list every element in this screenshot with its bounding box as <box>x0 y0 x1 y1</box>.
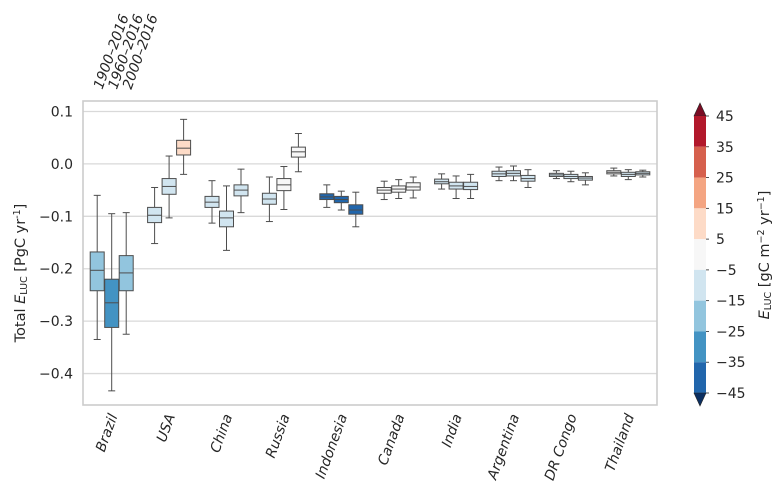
colorbar-label: ELUC [gC m−2 yr−1] <box>756 191 774 320</box>
y-axis-ticks: 0.1 0.0 −0.1 −0.2 −0.3 −0.4 <box>39 104 73 382</box>
x-tick-label: Russia <box>263 412 294 460</box>
colorbar-level <box>694 116 706 147</box>
boxplot <box>261 176 277 223</box>
boxplot <box>147 186 163 245</box>
x-tick-label: Brazil <box>93 412 121 454</box>
grid-lines <box>83 110 657 375</box>
y-axis-label: Total ELUC [PgC yr-1] <box>12 204 30 344</box>
boxplot <box>548 170 564 180</box>
colorbar-level <box>694 362 706 393</box>
colorbar-level <box>694 177 706 209</box>
colorbar-tick-label: 45 <box>716 109 734 125</box>
y-tick-label: −0.2 <box>39 262 73 278</box>
boxplot <box>520 169 536 188</box>
box-iqr <box>104 278 120 328</box>
colorbar-level <box>694 208 706 240</box>
boxplot <box>233 168 249 214</box>
x-axis-ticks: Brazil USA China Russia Indonesia Canada India… <box>93 412 638 483</box>
boxplot <box>405 176 421 199</box>
colorbar-tick-label: −45 <box>716 386 746 402</box>
boxplot <box>620 169 636 181</box>
x-tick-label: Indonesia <box>313 412 351 481</box>
colorbar-level <box>694 146 706 178</box>
y-tick-label: 0.0 <box>51 157 73 173</box>
boxplot <box>161 155 177 219</box>
boxplot <box>635 169 651 178</box>
boxplot <box>463 173 479 199</box>
boxplot <box>491 166 507 182</box>
plot-frame <box>82 100 658 406</box>
colorbar-tick-label: 5 <box>716 232 725 248</box>
boxplot <box>319 184 335 208</box>
x-tick-label: Thailand <box>602 412 638 474</box>
boxplot <box>448 175 464 199</box>
box-iqr <box>348 204 364 215</box>
y-axis-label-unit-sup: -1 <box>12 209 23 218</box>
colorbar-levels <box>693 102 707 407</box>
boxplot <box>290 132 306 173</box>
colorbar-level <box>694 300 706 332</box>
boxplots <box>89 118 651 392</box>
colorbar-tick-label: 25 <box>716 171 734 187</box>
y-tick-label: −0.1 <box>39 209 73 225</box>
colorbar-tick-label: −25 <box>716 324 746 340</box>
boxplot <box>204 180 220 224</box>
colorbar-ticks: 45 35 25 15 5 −5 −15 −25 −35 −45 <box>706 109 746 402</box>
x-tick-label: Canada <box>375 412 408 468</box>
box-iqr <box>219 210 234 228</box>
y-axis-label-var: E <box>13 294 29 304</box>
x-tick-label: India <box>439 412 466 450</box>
boxplot <box>391 179 407 199</box>
colorbar-label-sup-b: −1 <box>756 196 767 210</box>
colorbar-tick-label: −15 <box>716 294 746 310</box>
colorbar-tick-label: 35 <box>716 140 734 156</box>
colorbar-level <box>694 239 706 270</box>
y-tick-label: −0.4 <box>39 367 73 383</box>
box-iqr <box>176 139 192 156</box>
y-axis-label-unit: [PgC yr <box>13 219 29 277</box>
colorbar-label-sup-a: −2 <box>756 229 767 243</box>
y-tick-label: −0.3 <box>39 314 73 330</box>
boxplot <box>563 170 579 183</box>
y-tick-label: 0.1 <box>51 104 73 120</box>
boxplot <box>506 165 521 182</box>
boxplot <box>176 118 192 175</box>
colorbar-tick-label: −5 <box>716 263 737 279</box>
boxplot <box>348 191 364 228</box>
colorbar-label-sub: LUC <box>763 291 774 310</box>
boxplot <box>276 166 292 210</box>
colorbar-level <box>694 331 706 363</box>
colorbar-tick-label: 15 <box>716 201 734 217</box>
y-axis-label-main: Total <box>13 304 29 343</box>
boxplot <box>376 180 392 201</box>
colorbar-label-unit-b: yr <box>757 210 773 229</box>
boxplot <box>606 167 622 177</box>
boxplot <box>434 173 450 190</box>
colorbar-label-var: E <box>757 309 773 319</box>
box-iqr <box>89 251 105 292</box>
boxplot <box>577 172 593 186</box>
y-axis-label-sub: LUC <box>19 276 30 295</box>
y-axis-label-unit-end: ] <box>13 204 29 210</box>
colorbar-label-unit-a: [gC m <box>757 243 773 291</box>
boxplot <box>89 194 105 340</box>
colorbar-label-unit-c: ] <box>757 191 773 197</box>
colorbar-level <box>694 269 706 301</box>
box-iqr <box>463 181 479 191</box>
x-tick-label: USA <box>154 412 179 444</box>
x-tick-label: Argentina <box>484 412 523 483</box>
box-iqr <box>405 182 421 191</box>
colorbar-tick-label: −35 <box>716 355 746 371</box>
colorbar: 45 35 25 15 5 −5 −15 −25 −35 −45 ELUC [gC m−2 yr−… <box>693 102 774 407</box>
boxplot <box>333 190 349 211</box>
x-tick-label: DR Congo <box>542 412 581 483</box>
x-tick-label: China <box>208 412 237 455</box>
colorbar-extend-min <box>693 392 707 407</box>
colorbar-extend-max <box>693 102 707 117</box>
boxplot <box>104 213 120 392</box>
boxplot <box>219 185 234 251</box>
boxplot <box>118 212 134 335</box>
